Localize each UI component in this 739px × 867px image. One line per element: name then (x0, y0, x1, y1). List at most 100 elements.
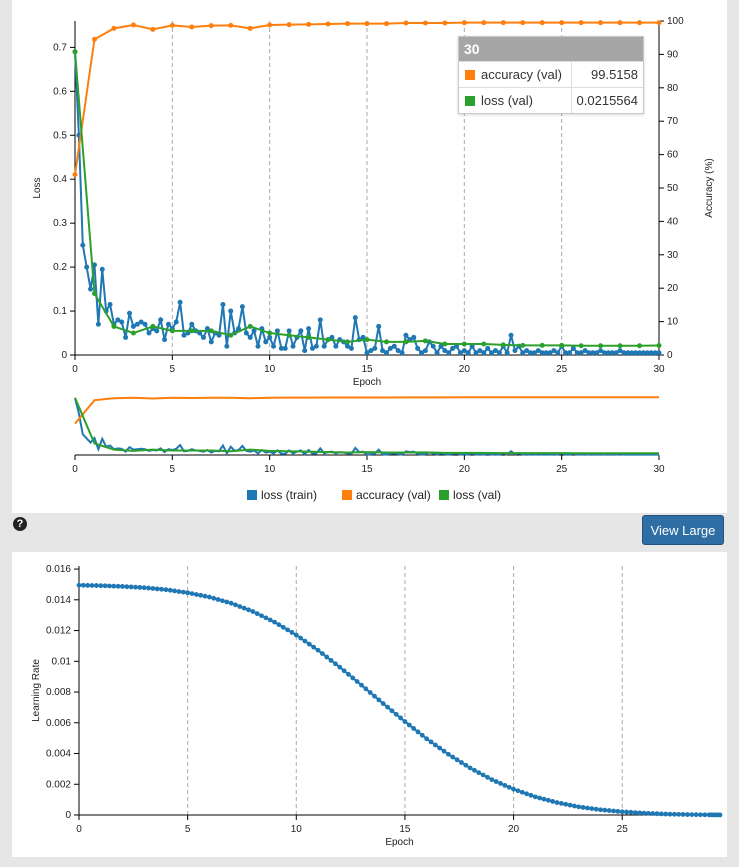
lr-data-point (198, 592, 204, 598)
lr-data-point (467, 765, 473, 771)
lr-data-point (550, 799, 556, 804)
lr-data-point (263, 615, 269, 621)
lr-data-point (563, 801, 569, 807)
mini-x-tick-label: 25 (556, 464, 568, 475)
lr-data-point (493, 779, 499, 784)
data-point-loss-train (380, 348, 386, 354)
data-point-loss-train (621, 350, 627, 356)
data-point-loss-train (84, 264, 90, 270)
lr-data-point (267, 617, 273, 623)
lr-data-point (250, 609, 256, 614)
lr-data-point (363, 686, 369, 692)
data-point-loss-train (504, 350, 510, 356)
lr-data-point (476, 770, 482, 776)
lr-data-point (280, 624, 286, 630)
lr-data-point (419, 732, 425, 738)
lr-data-point (619, 809, 625, 815)
lr-data-point (98, 583, 104, 589)
data-point-loss-train (450, 345, 456, 351)
data-point-loss-train (146, 330, 152, 336)
lr-data-point (146, 585, 151, 591)
data-point-loss-train (154, 328, 160, 334)
data-point-loss-train (411, 334, 417, 340)
data-point-loss-train (492, 348, 498, 354)
data-point-accuracy-val (267, 22, 273, 28)
data-point-accuracy-val (539, 20, 545, 26)
data-point-accuracy-val (617, 20, 623, 26)
data-point-loss-train (115, 317, 121, 323)
lr-data-point (233, 602, 238, 608)
lr-data-point (393, 711, 399, 717)
lr-data-point (480, 772, 486, 778)
data-point-loss-val (559, 342, 565, 348)
data-point-accuracy-val (559, 20, 565, 26)
lr-data-point (389, 708, 395, 714)
data-point-loss-train (489, 350, 495, 356)
data-point-loss-train (395, 348, 401, 354)
data-point-accuracy-val (72, 172, 78, 178)
data-point-loss-train (107, 301, 113, 307)
lr-data-point (450, 754, 456, 760)
data-point-loss-train (617, 348, 623, 354)
data-point-loss-train (481, 350, 487, 356)
y-left-tick-label: 0.3 (53, 218, 67, 229)
lr-data-point (519, 789, 525, 795)
data-point-accuracy-val (403, 20, 409, 26)
legend-label-loss-val: loss (val) (453, 488, 501, 502)
lr-data-point (124, 584, 130, 590)
data-point-loss-train (609, 350, 615, 356)
data-point-accuracy-val (422, 20, 428, 26)
data-point-loss-val (578, 343, 584, 349)
lr-data-point (611, 808, 616, 814)
data-point-accuracy-val (520, 20, 526, 26)
lr-data-point (241, 605, 247, 611)
data-point-loss-train (539, 350, 545, 356)
lr-data-point (311, 644, 317, 650)
lr-data-point (111, 583, 117, 589)
data-point-accuracy-val (189, 24, 195, 30)
x-tick-label: 25 (556, 364, 568, 375)
lr-data-point (350, 675, 356, 681)
data-point-loss-train (220, 301, 226, 307)
lr-data-point (141, 585, 147, 591)
data-point-loss-train (586, 350, 592, 356)
lr-data-point (289, 630, 295, 635)
data-point-loss-val (111, 323, 117, 329)
data-point-loss-train (457, 350, 463, 356)
data-point-loss-train (123, 334, 129, 340)
data-point-loss-train (255, 343, 261, 349)
data-point-accuracy-val (228, 22, 234, 28)
data-point-loss-train (127, 310, 133, 316)
lr-x-tick-label: 0 (76, 824, 82, 835)
lr-data-point (671, 811, 677, 817)
data-point-loss-train (465, 350, 471, 356)
lr-data-point (224, 599, 230, 605)
lr-data-point (341, 668, 347, 674)
lr-data-point (159, 586, 164, 592)
lr-data-point (133, 584, 138, 590)
data-point-loss-train (243, 330, 249, 336)
data-point-loss-train (387, 345, 393, 351)
data-point-loss-val (364, 337, 370, 343)
view-large-button[interactable]: View Large (642, 515, 724, 545)
lr-data-point (680, 812, 686, 817)
lr-data-point (545, 797, 551, 803)
lr-x-tick-label: 20 (508, 824, 520, 835)
data-point-loss-val (169, 328, 175, 334)
lr-y-tick-label: 0.008 (46, 687, 71, 698)
data-point-loss-train (383, 350, 389, 356)
lr-data-point (337, 664, 343, 670)
data-point-loss-train (239, 304, 245, 310)
data-point-loss-train (181, 332, 187, 338)
data-point-loss-val (267, 330, 273, 336)
tooltip-value-accuracy: 99.5158 (591, 67, 638, 82)
lr-data-point (254, 611, 260, 617)
lr-data-point (515, 788, 521, 794)
y-left-tick-label: 0.4 (53, 174, 67, 185)
help-icon[interactable]: ? (13, 517, 27, 531)
data-point-loss-train (348, 345, 354, 351)
data-point-accuracy-val (461, 20, 467, 26)
data-point-loss-val (403, 339, 409, 345)
tooltip-label-accuracy: accuracy (val) (481, 67, 562, 82)
lr-data-point (554, 800, 560, 805)
